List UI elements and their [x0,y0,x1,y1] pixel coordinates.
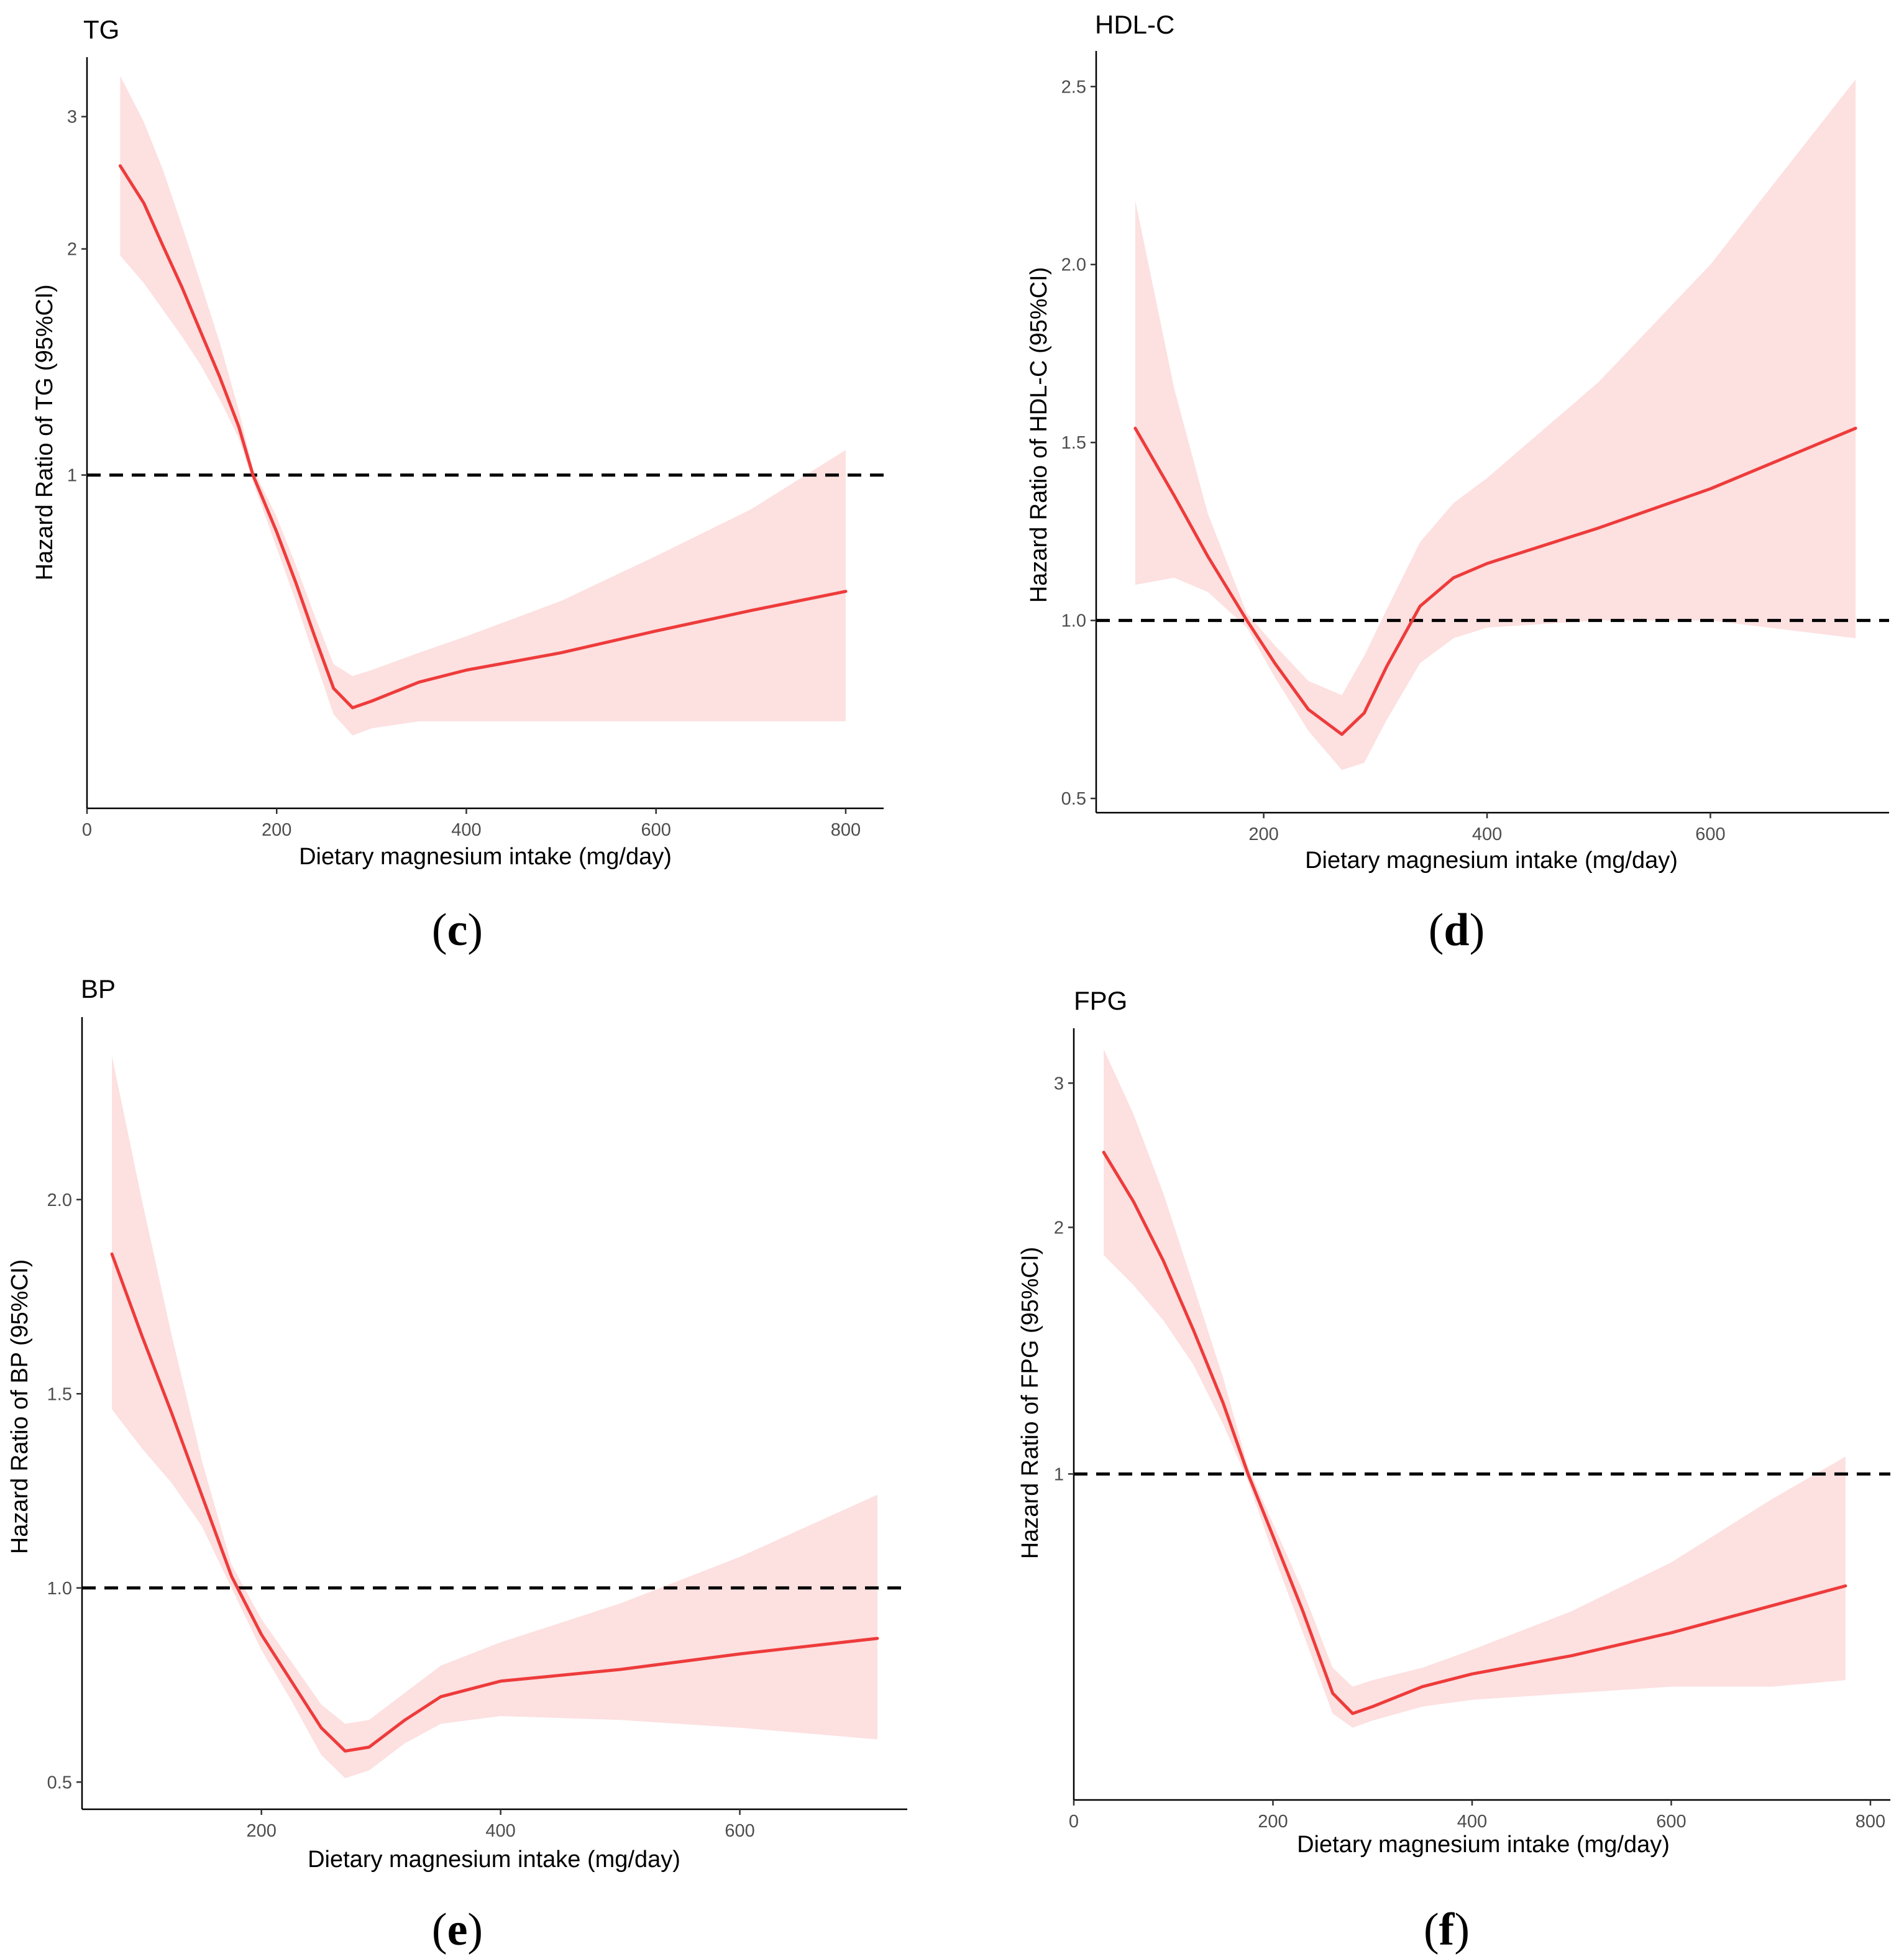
caption-letter-f: f [1439,1904,1455,1955]
y-tick-label-d: 1.5 [1061,433,1086,453]
y-axis-label-d: Hazard Ratio of HDL-C (95%CI) [1026,267,1052,603]
y-tick-label-d: 2.5 [1061,77,1086,97]
caption-open-e: ( [432,1904,447,1955]
x-tick-label-e: 200 [247,1821,277,1841]
y-tick-label-e: 1.0 [47,1579,72,1599]
y-tick-label-e: 2.0 [47,1190,72,1210]
y-tick-label-f: 3 [1054,1074,1064,1094]
y-tick-label-d: 2.0 [1061,255,1086,275]
x-tick-label-c: 200 [262,820,291,840]
x-tick-label-d: 400 [1472,824,1502,844]
caption-open-c: ( [432,905,447,956]
panel-title-f: FPG [1074,986,1127,1015]
y-axis-label-e: Hazard Ratio of BP (95%CI) [7,1259,33,1555]
y-tick-label-c: 1 [67,466,77,486]
x-tick-label-f: 0 [1069,1812,1079,1832]
hazard-ratio-line-f [1102,1151,1847,1715]
ci-band-d [1135,79,1856,770]
x-tick-label-f: 800 [1856,1812,1885,1832]
panel-caption-f: (f) [1424,1904,1470,1955]
x-tick-label-c: 800 [831,820,861,840]
x-tick-label-d: 600 [1695,824,1725,844]
hazard-ratio-line-e [110,1252,879,1753]
panel-title-e: BP [81,974,116,1003]
x-axis-label-d: Dietary magnesium intake (mg/day) [1305,847,1678,874]
x-tick-label-c: 400 [451,820,481,840]
caption-open-f: ( [1424,1904,1439,1955]
y-tick-label-d: 1.0 [1061,611,1086,631]
x-tick-label-f: 200 [1258,1812,1288,1832]
x-tick-label-e: 600 [725,1821,754,1841]
caption-letter-d: d [1444,905,1469,956]
y-tick-label-e: 1.5 [47,1384,72,1404]
x-axis-label-c: Dietary magnesium intake (mg/day) [299,844,672,870]
plot-area-f: 0 200 400 600 800 1 2 3 [1054,1028,1890,1832]
panel-d: 200 400 600 0.5 1.0 1.5 2.0 2.5 HDL-C Hazard Ra… [1026,10,1889,956]
y-tick-label-c: 3 [67,107,77,127]
plot-area-e: 200 400 600 0.5 1.0 1.5 2.0 [47,1017,907,1841]
ci-band-f [1104,1049,1846,1728]
panel-title-c: TG [83,15,119,44]
panel-e: 200 400 600 0.5 1.0 1.5 2.0 BP Hazard Ratio of… [7,974,907,1955]
caption-close-c: ) [467,905,483,956]
caption-letter-c: c [447,905,468,956]
y-axis-label-f: Hazard Ratio of FPG (95%CI) [1017,1247,1043,1559]
panel-caption-d: (d) [1429,905,1485,956]
panel-caption-e: (e) [432,1904,483,1955]
panel-f: 0 200 400 600 800 1 2 3 FPG Hazard Ratio of FPG… [1017,986,1890,1955]
caption-close-e: ) [467,1904,483,1955]
ci-band-c [120,76,846,736]
x-axis-label-f: Dietary magnesium intake (mg/day) [1297,1832,1670,1858]
ci-band-e [112,1056,877,1778]
y-tick-label-c: 2 [67,240,77,260]
x-tick-label-f: 400 [1457,1812,1487,1832]
plot-area-c: 0 200 400 600 800 1 2 3 [67,57,884,840]
plot-area-d: 200 400 600 0.5 1.0 1.5 2.0 2.5 [1061,51,1889,844]
panel-c: 0 200 400 600 800 1 2 3 TG Hazard Ratio of TG (… [32,15,884,956]
y-tick-label-f: 1 [1054,1464,1064,1484]
x-tick-label-c: 600 [641,820,671,840]
caption-open-d: ( [1429,905,1444,956]
y-axis-label-c: Hazard Ratio of TG (95%CI) [32,285,58,581]
x-tick-label-f: 600 [1656,1812,1686,1832]
x-axis-label-e: Dietary magnesium intake (mg/day) [308,1847,680,1873]
panel-title-d: HDL-C [1095,10,1174,39]
hazard-ratio-line-c [118,164,848,710]
panel-caption-c: (c) [432,905,483,956]
y-tick-label-d: 0.5 [1061,789,1086,809]
caption-close-d: ) [1470,905,1485,956]
caption-letter-e: e [447,1904,468,1955]
x-tick-label-c: 0 [82,820,92,840]
y-tick-label-e: 0.5 [47,1773,72,1792]
y-tick-label-f: 2 [1054,1218,1064,1238]
x-tick-label-d: 200 [1248,824,1278,844]
hazard-ratio-line-d [1133,426,1857,736]
x-tick-label-e: 400 [485,1821,515,1841]
caption-close-f: ) [1454,1904,1470,1955]
